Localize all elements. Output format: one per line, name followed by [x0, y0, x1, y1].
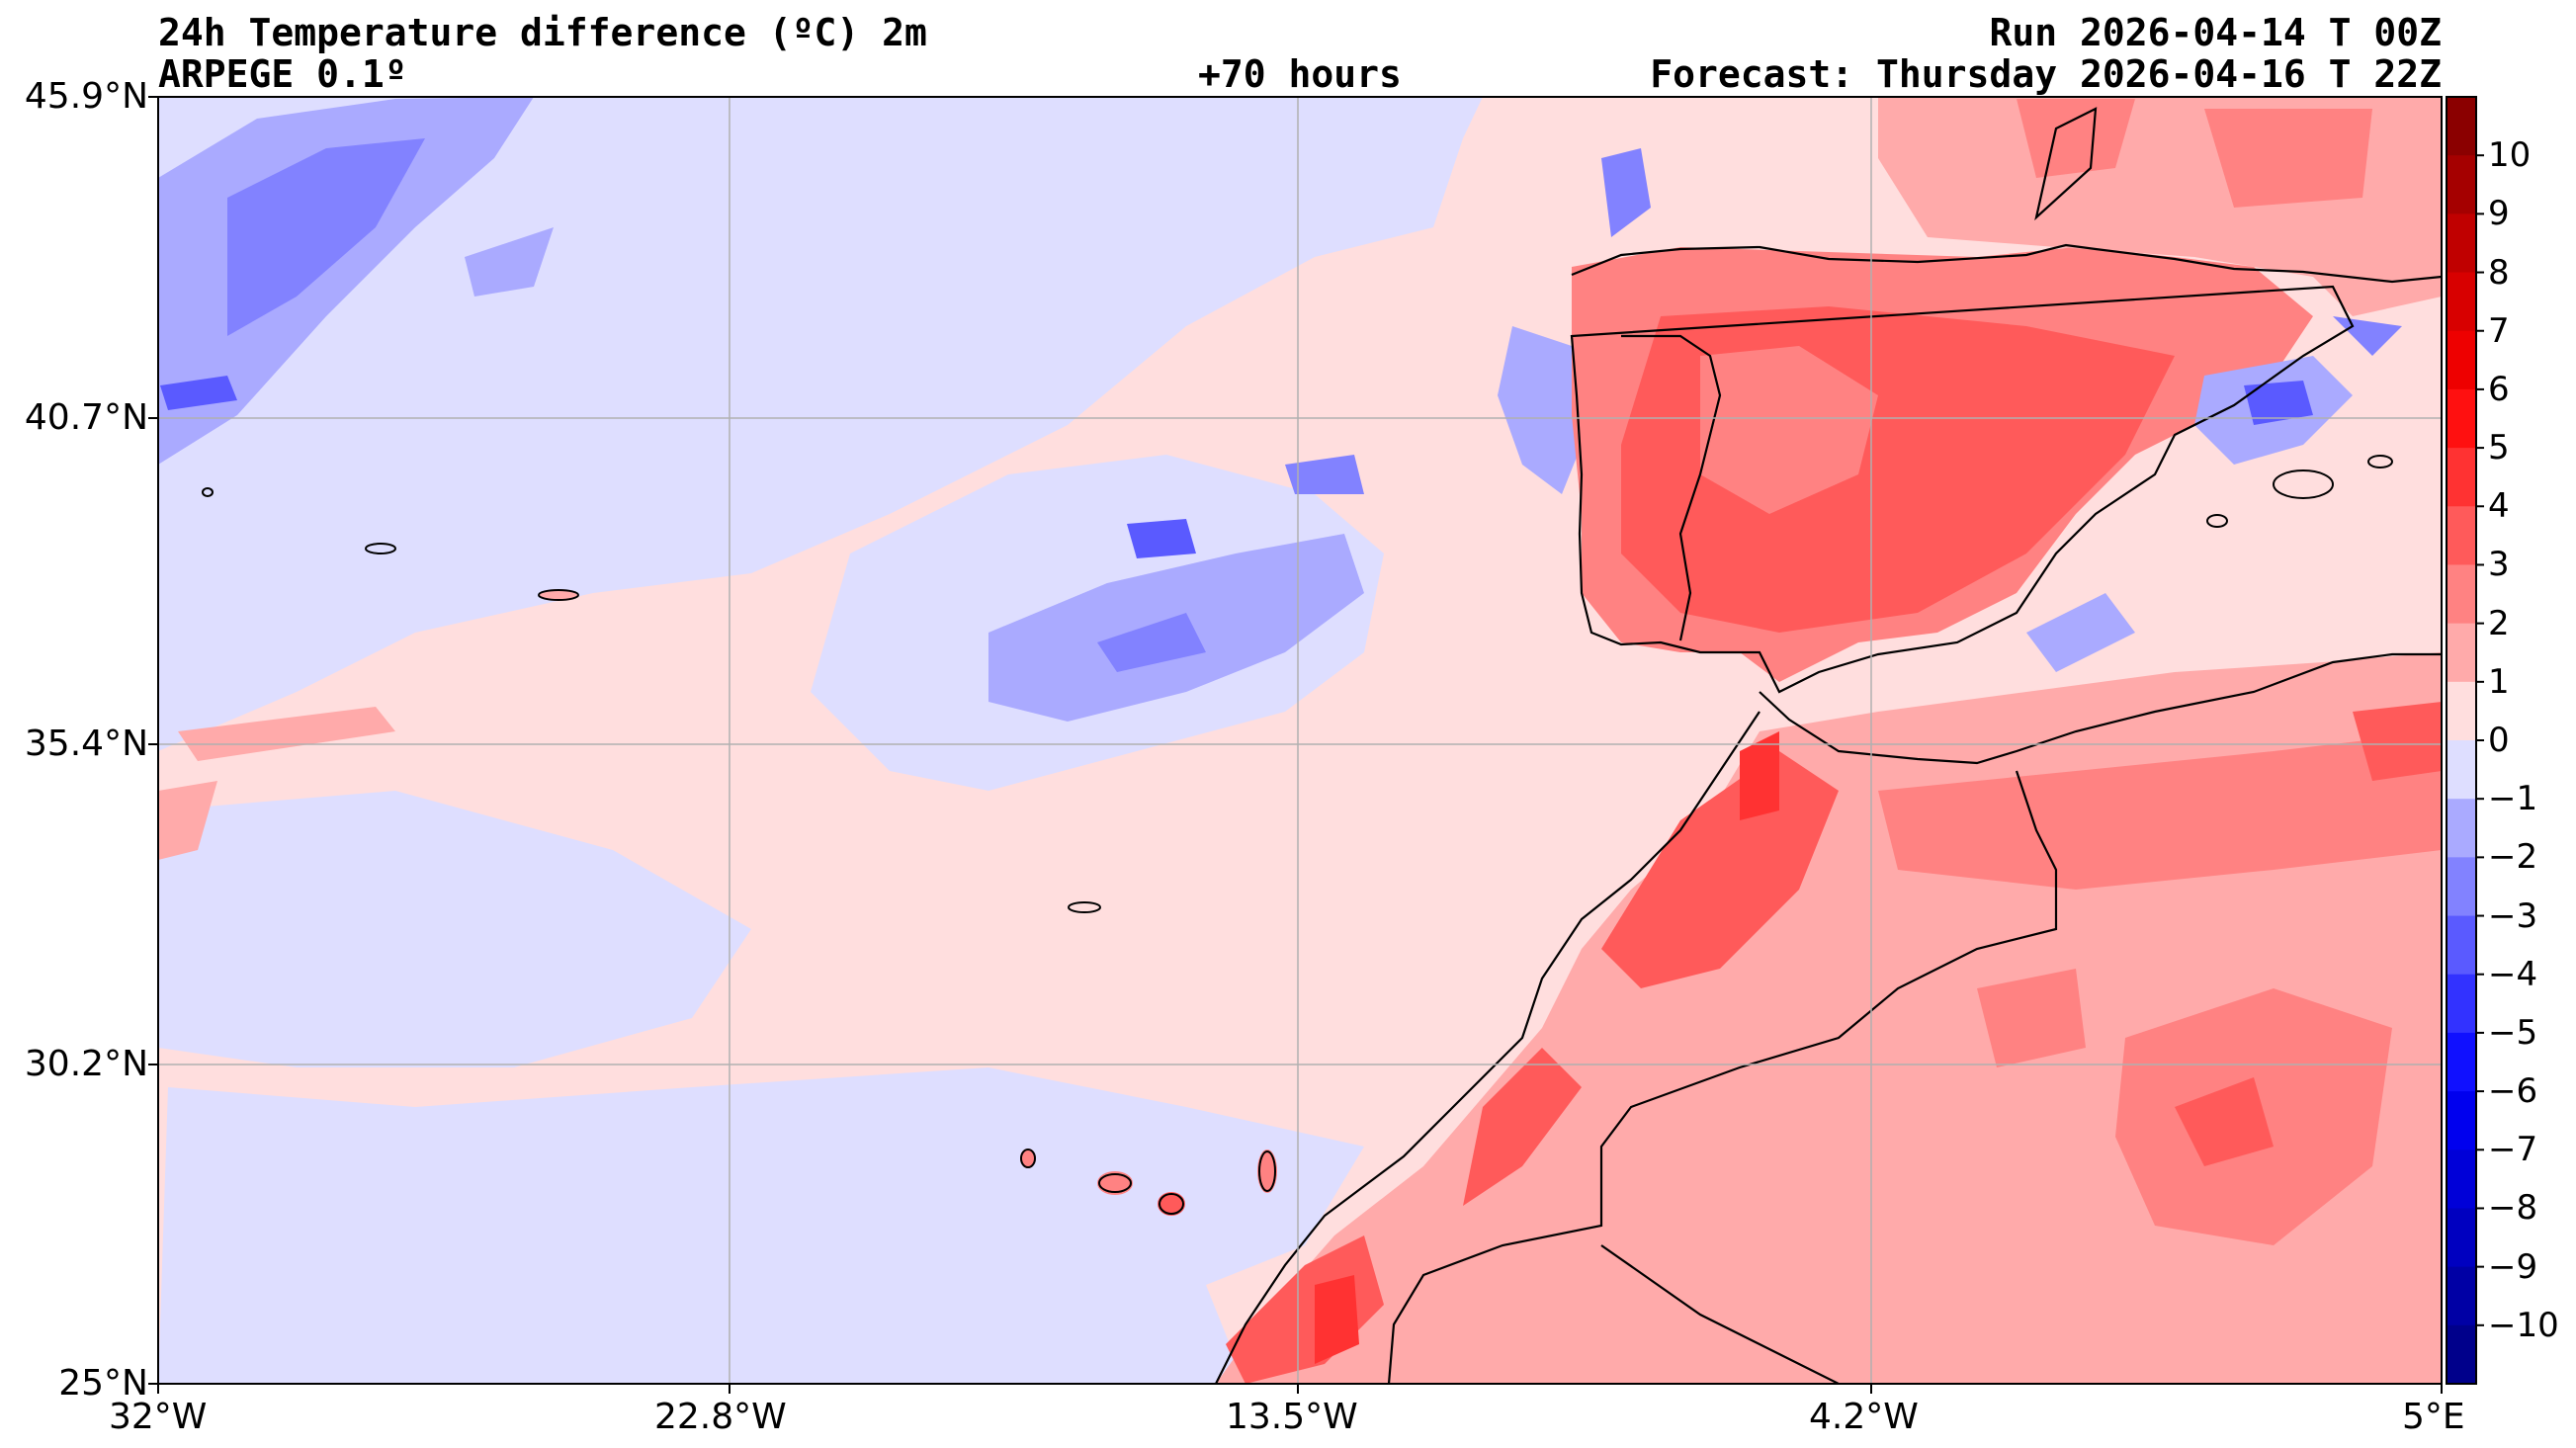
colorbar-segment	[2447, 272, 2476, 332]
colorbar-segment	[2447, 1208, 2476, 1268]
lead-time: +70 hours	[1198, 52, 1402, 96]
colorbar-segment	[2447, 857, 2476, 917]
colorbar-segment	[2447, 799, 2476, 858]
colorbar-tick-label: −2	[2488, 837, 2538, 878]
axis-ticks	[148, 96, 2443, 1394]
colorbar-tick-label: 4	[2488, 486, 2510, 527]
colorbar-segment	[2447, 623, 2476, 683]
colorbar-tick-label: −10	[2488, 1305, 2559, 1345]
colorbar-segment	[2447, 1150, 2476, 1209]
lat-label: 30.2°N	[24, 1044, 148, 1084]
lat-label: 25°N	[58, 1363, 148, 1404]
colorbar-tick-label: 2	[2488, 603, 2510, 643]
lon-label: 5°E	[2402, 1397, 2465, 1437]
colorbar-tick-label: −3	[2488, 895, 2538, 936]
colorbar-tick-label: 10	[2488, 135, 2532, 176]
colorbar-tick-label: −5	[2488, 1012, 2538, 1053]
lat-label: 35.4°N	[24, 724, 148, 764]
colorbar-frame	[2446, 96, 2477, 1385]
islands	[202, 455, 2393, 1215]
colorbar-tick-label: −1	[2488, 779, 2538, 819]
temperature-field	[158, 97, 2442, 1384]
colorbar-segment	[2447, 564, 2476, 625]
colorbar-segment	[2447, 506, 2476, 565]
colorbar-tick-label: −7	[2488, 1130, 2538, 1170]
colorbar-segment	[2447, 974, 2476, 1034]
colorbar-segment	[2447, 213, 2476, 274]
map-title: 24h Temperature difference (ºC) 2m	[158, 11, 927, 54]
colorbar-tick-label: −9	[2488, 1246, 2538, 1287]
colorbar-tick-label: −6	[2488, 1071, 2538, 1112]
colorbar	[2447, 97, 2484, 1385]
colorbar-segment	[2447, 1324, 2476, 1385]
gridlines	[158, 97, 2442, 1384]
colorbar-tick-label: 9	[2488, 194, 2510, 234]
colorbar-segment	[2447, 448, 2476, 507]
colorbar-tick-label: 5	[2488, 428, 2510, 468]
lon-label: 13.5°W	[1226, 1397, 1358, 1437]
colorbar-segment	[2447, 388, 2476, 449]
lon-label: 22.8°W	[654, 1397, 787, 1437]
forecast-time: Forecast: Thursday 2026-04-16 T 22Z	[1650, 52, 2442, 96]
colorbar-segment	[2447, 915, 2476, 976]
colorbar-tick-label: −4	[2488, 954, 2538, 994]
colorbar-tick-label: 3	[2488, 545, 2510, 585]
coastlines	[1215, 107, 2442, 1384]
colorbar-segment	[2447, 740, 2476, 800]
lat-label: 45.9°N	[24, 76, 148, 117]
colorbar-segment	[2447, 1091, 2476, 1150]
map-frame	[157, 96, 2443, 1385]
colorbar-segment	[2447, 97, 2476, 156]
colorbar-tick-label: 1	[2488, 661, 2510, 702]
colorbar-segment	[2447, 1032, 2476, 1092]
colorbar-segment	[2447, 1266, 2476, 1326]
colorbar-tick-label: 8	[2488, 252, 2510, 293]
colorbar-segment	[2447, 155, 2476, 214]
run-time: Run 2026-04-14 T 00Z	[1989, 11, 2442, 54]
colorbar-tick-label: 0	[2488, 721, 2510, 760]
lon-label: 32°W	[109, 1397, 208, 1437]
model-name: ARPEGE 0.1º	[158, 52, 407, 96]
lon-label: 4.2°W	[1809, 1397, 1919, 1437]
colorbar-tick-label: 6	[2488, 369, 2510, 409]
colorbar-segment	[2447, 330, 2476, 390]
colorbar-tick-label: −8	[2488, 1188, 2538, 1229]
colorbar-segment	[2447, 681, 2476, 741]
lat-label: 40.7°N	[24, 397, 148, 438]
colorbar-tick-label: 7	[2488, 310, 2510, 351]
